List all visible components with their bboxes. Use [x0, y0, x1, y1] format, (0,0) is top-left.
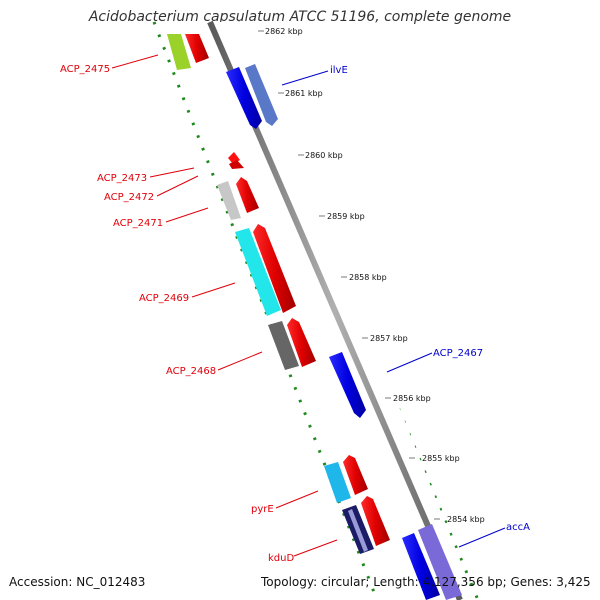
label-acp2471: ACP_2471 [113, 218, 163, 229]
label-acp2472: ACP_2472 [104, 192, 154, 203]
feature-acp2475-cog [167, 34, 191, 70]
feature-acca-cog [418, 524, 462, 600]
feature-acp2472 [236, 177, 259, 213]
accession-text: Accession: NC_012483 [9, 575, 146, 589]
tick-label-2860: 2860 kbp [305, 151, 343, 160]
label-pyre: pyrE [251, 504, 274, 515]
feature-pyre-cog [324, 462, 351, 503]
feature-ilve [226, 67, 262, 129]
feature-acca [402, 533, 440, 600]
tick-label-2861: 2861 kbp [285, 89, 323, 98]
map-title: Acidobacterium capsulatum ATCC 51196, co… [88, 9, 512, 25]
label-acp2468: ACP_2468 [166, 366, 216, 377]
tick-label-2855: 2855 kbp [422, 454, 460, 463]
label-acp2473: ACP_2473 [97, 173, 147, 184]
feature-pyre [343, 455, 368, 495]
feature-acp2468-cog [268, 321, 299, 370]
feature-acp2475 [185, 34, 209, 63]
label-acp2475: ACP_2475 [60, 64, 110, 75]
feature-acp2468 [287, 318, 316, 367]
feature-acp2469-cog [235, 228, 281, 316]
feature-acp2472-cog [217, 181, 241, 220]
tick-label-2862: 2862 kbp [265, 27, 303, 36]
tick-label-2858: 2858 kbp [349, 273, 387, 282]
feature-acp2469 [253, 224, 296, 313]
label-acca: accA [506, 522, 530, 533]
tick-label-2857: 2857 kbp [370, 334, 408, 343]
feature-acp2467 [329, 352, 366, 418]
topology-text: Topology: circular; Length: 4,127,356 bp… [261, 575, 591, 589]
feature-ilve-cog [245, 64, 278, 126]
tick-label-2856: 2856 kbp [393, 394, 431, 403]
label-acp2469: ACP_2469 [139, 293, 189, 304]
feature-kdud [361, 496, 390, 546]
tick-label-2854: 2854 kbp [447, 515, 485, 524]
label-acp2467: ACP_2467 [433, 348, 483, 359]
label-kdud: kduD [268, 553, 294, 564]
tick-label-2859: 2859 kbp [327, 212, 365, 221]
label-ilve: ilvE [330, 65, 348, 76]
